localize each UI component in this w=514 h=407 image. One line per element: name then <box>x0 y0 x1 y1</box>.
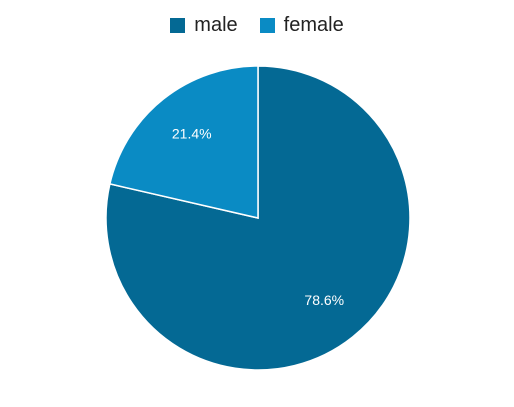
legend-item-female[interactable]: female <box>259 14 344 37</box>
legend-label-male: male <box>194 14 238 36</box>
legend-item-male[interactable]: male <box>170 14 238 37</box>
legend-swatch-male <box>170 18 186 33</box>
pie-slice-female[interactable] <box>108 65 259 219</box>
legend-label-female: female <box>283 14 344 36</box>
slice-label-female: 21.4% <box>172 125 212 141</box>
slice-label-male: 78.6% <box>304 292 344 308</box>
legend: male female <box>0 14 514 37</box>
legend-swatch-female <box>259 18 275 33</box>
